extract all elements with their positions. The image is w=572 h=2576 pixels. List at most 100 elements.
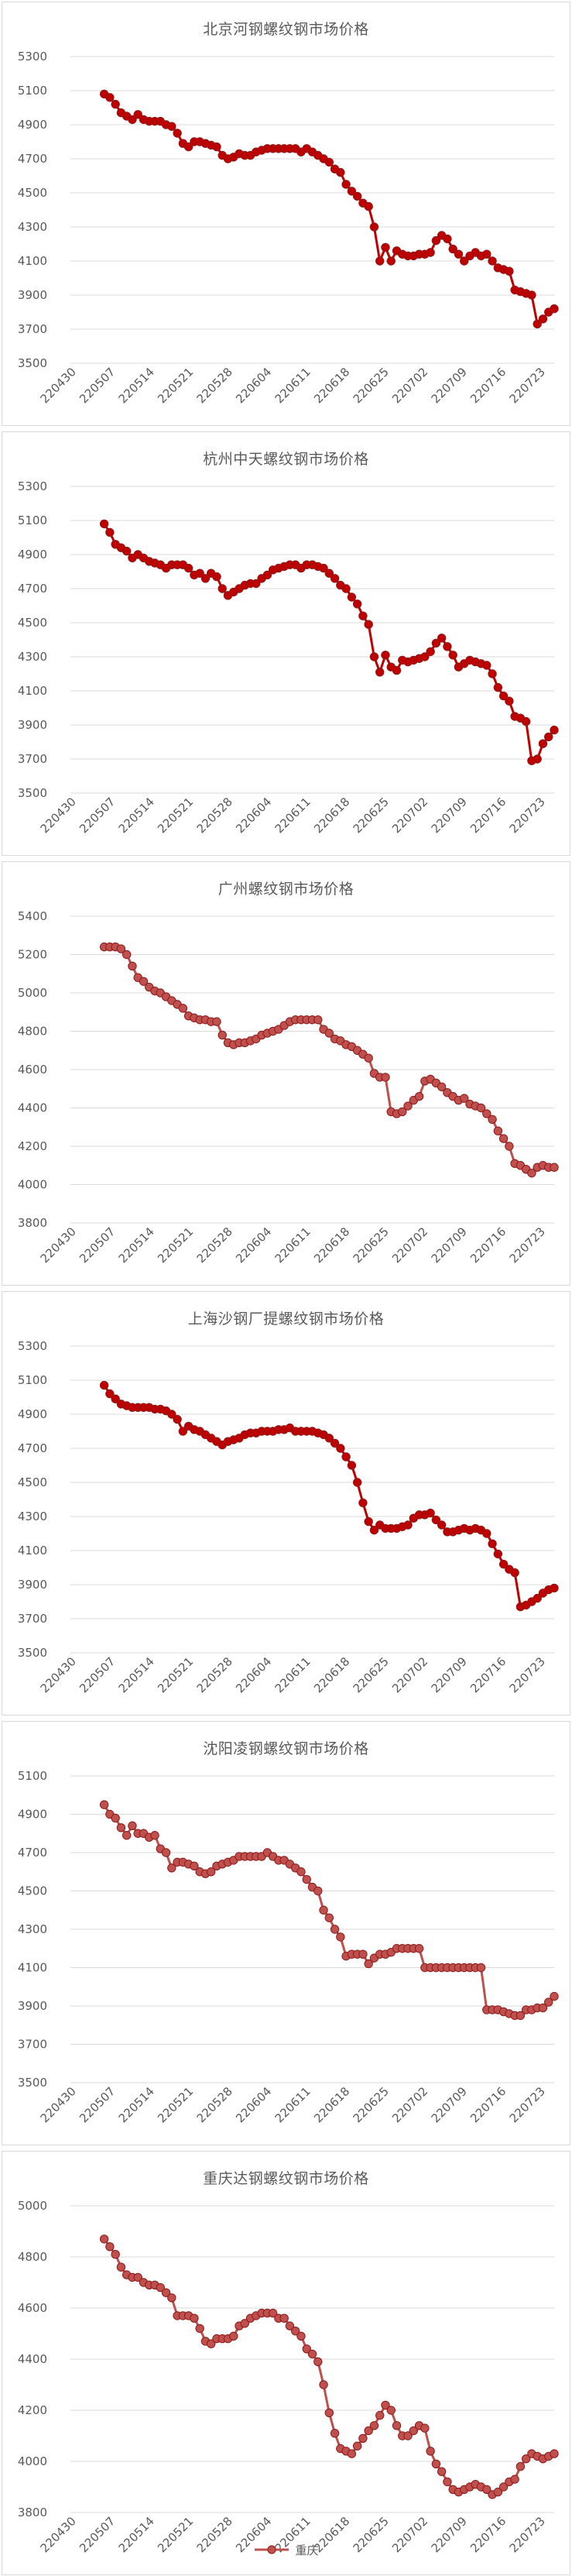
data-point [111,1394,120,1403]
x-tick-label: 220430 [38,2084,79,2125]
x-tick-label: 220716 [468,2084,509,2125]
x-tick-label: 220618 [311,2084,352,2125]
y-tick-label: 3500 [18,1646,47,1660]
data-point [105,93,115,102]
data-point [200,574,211,583]
data-point [116,1823,126,1832]
data-point [476,1963,486,1973]
data-point [403,1520,413,1530]
y-tick-label: 4700 [18,582,47,596]
data-point [195,568,204,578]
data-point [443,642,452,651]
series-line [104,946,554,1175]
data-point [252,579,261,589]
y-tick-label: 4900 [18,548,47,562]
data-point [341,1452,351,1461]
data-point [358,611,368,620]
data-point [116,2262,126,2272]
x-tick-label: 220430 [38,1654,79,1695]
line-chart: 3500 3700 3900 4100 4300 4500 4700 4900 5100 2204… [18,1769,559,2125]
data-point [195,2324,204,2334]
data-point [336,1932,345,1942]
data-point [386,2406,396,2415]
data-point [550,1991,559,2001]
data-point [330,574,340,583]
data-point [498,2482,509,2492]
y-tick-label: 4100 [18,1961,47,1975]
data-point [358,2433,368,2443]
data-point [460,256,469,266]
y-tick-label: 4400 [18,2352,47,2366]
data-point [550,304,559,314]
data-point [482,661,492,670]
data-point [167,1863,176,1873]
data-point [538,314,548,324]
y-tick-label: 4500 [18,616,47,630]
data-point [364,620,373,629]
data-point [533,1593,542,1603]
x-tick-label: 220528 [194,1654,235,1695]
data-point [156,2282,165,2293]
data-point [319,1905,328,1915]
chart-panel-1: 北京河钢螺纹钢市场价格 3500 3700 3900 4100 4300 4500 4700 4… [2,2,570,426]
legend: 重庆 [0,2540,572,2559]
data-point [190,1861,199,1871]
data-point [448,244,457,254]
y-tick-label: 3700 [18,1612,47,1626]
x-tick-label: 220716 [468,365,509,406]
y-tick-label: 3500 [18,2076,47,2090]
y-tick-label: 4700 [18,152,47,166]
y-tick-label: 5100 [18,1769,47,1783]
data-point [161,2288,171,2297]
x-tick-label: 220611 [272,1224,313,1266]
data-point [99,1380,109,1390]
y-tick-label: 4700 [18,1846,47,1860]
data-point [364,1959,373,1969]
data-point [122,1831,132,1840]
x-tick-label: 220514 [116,795,157,836]
data-point [105,2242,115,2251]
data-point [437,634,447,643]
y-tick-label: 3900 [18,1999,47,2013]
data-point [341,180,351,189]
data-point [369,1525,379,1535]
data-point [178,1004,188,1013]
data-point [330,2429,340,2438]
data-point [510,2475,519,2484]
x-tick-label: 220625 [351,365,392,406]
data-point [454,249,464,259]
series-line [103,2238,555,2496]
data-point [493,2487,503,2497]
data-point [324,157,334,167]
data-point [369,222,379,232]
x-tick-label: 220521 [155,1654,196,1695]
data-point [386,256,396,266]
data-point [482,249,492,259]
x-tick-label: 220514 [116,1654,157,1695]
x-tick-label: 220716 [468,1654,509,1695]
data-point [313,2357,323,2366]
data-point [364,201,373,211]
data-point [409,2426,419,2436]
data-point [206,1867,216,1877]
data-point [498,1559,509,1569]
x-tick-label: 220611 [272,2084,313,2125]
data-point [99,1800,109,1809]
y-tick-label: 3900 [18,288,47,302]
data-point [122,546,132,556]
data-point [375,668,385,677]
data-point [336,1444,345,1453]
data-point [488,256,497,266]
data-point [99,519,109,529]
chart-panel-5: 沈阳凌钢螺纹钢市场价格 3500 3700 3900 4100 4300 4500 4700 4… [2,1721,570,2145]
data-point [493,1126,503,1135]
data-point [443,2477,452,2487]
data-point [505,1142,514,1151]
y-tick-label: 4200 [18,1139,47,1153]
data-point [482,1109,492,1118]
x-tick-label: 220604 [233,795,274,836]
x-tick-label: 220702 [389,795,430,836]
x-tick-label: 220507 [77,1654,118,1695]
x-tick-label: 220430 [38,1224,79,1266]
data-point [324,568,334,578]
